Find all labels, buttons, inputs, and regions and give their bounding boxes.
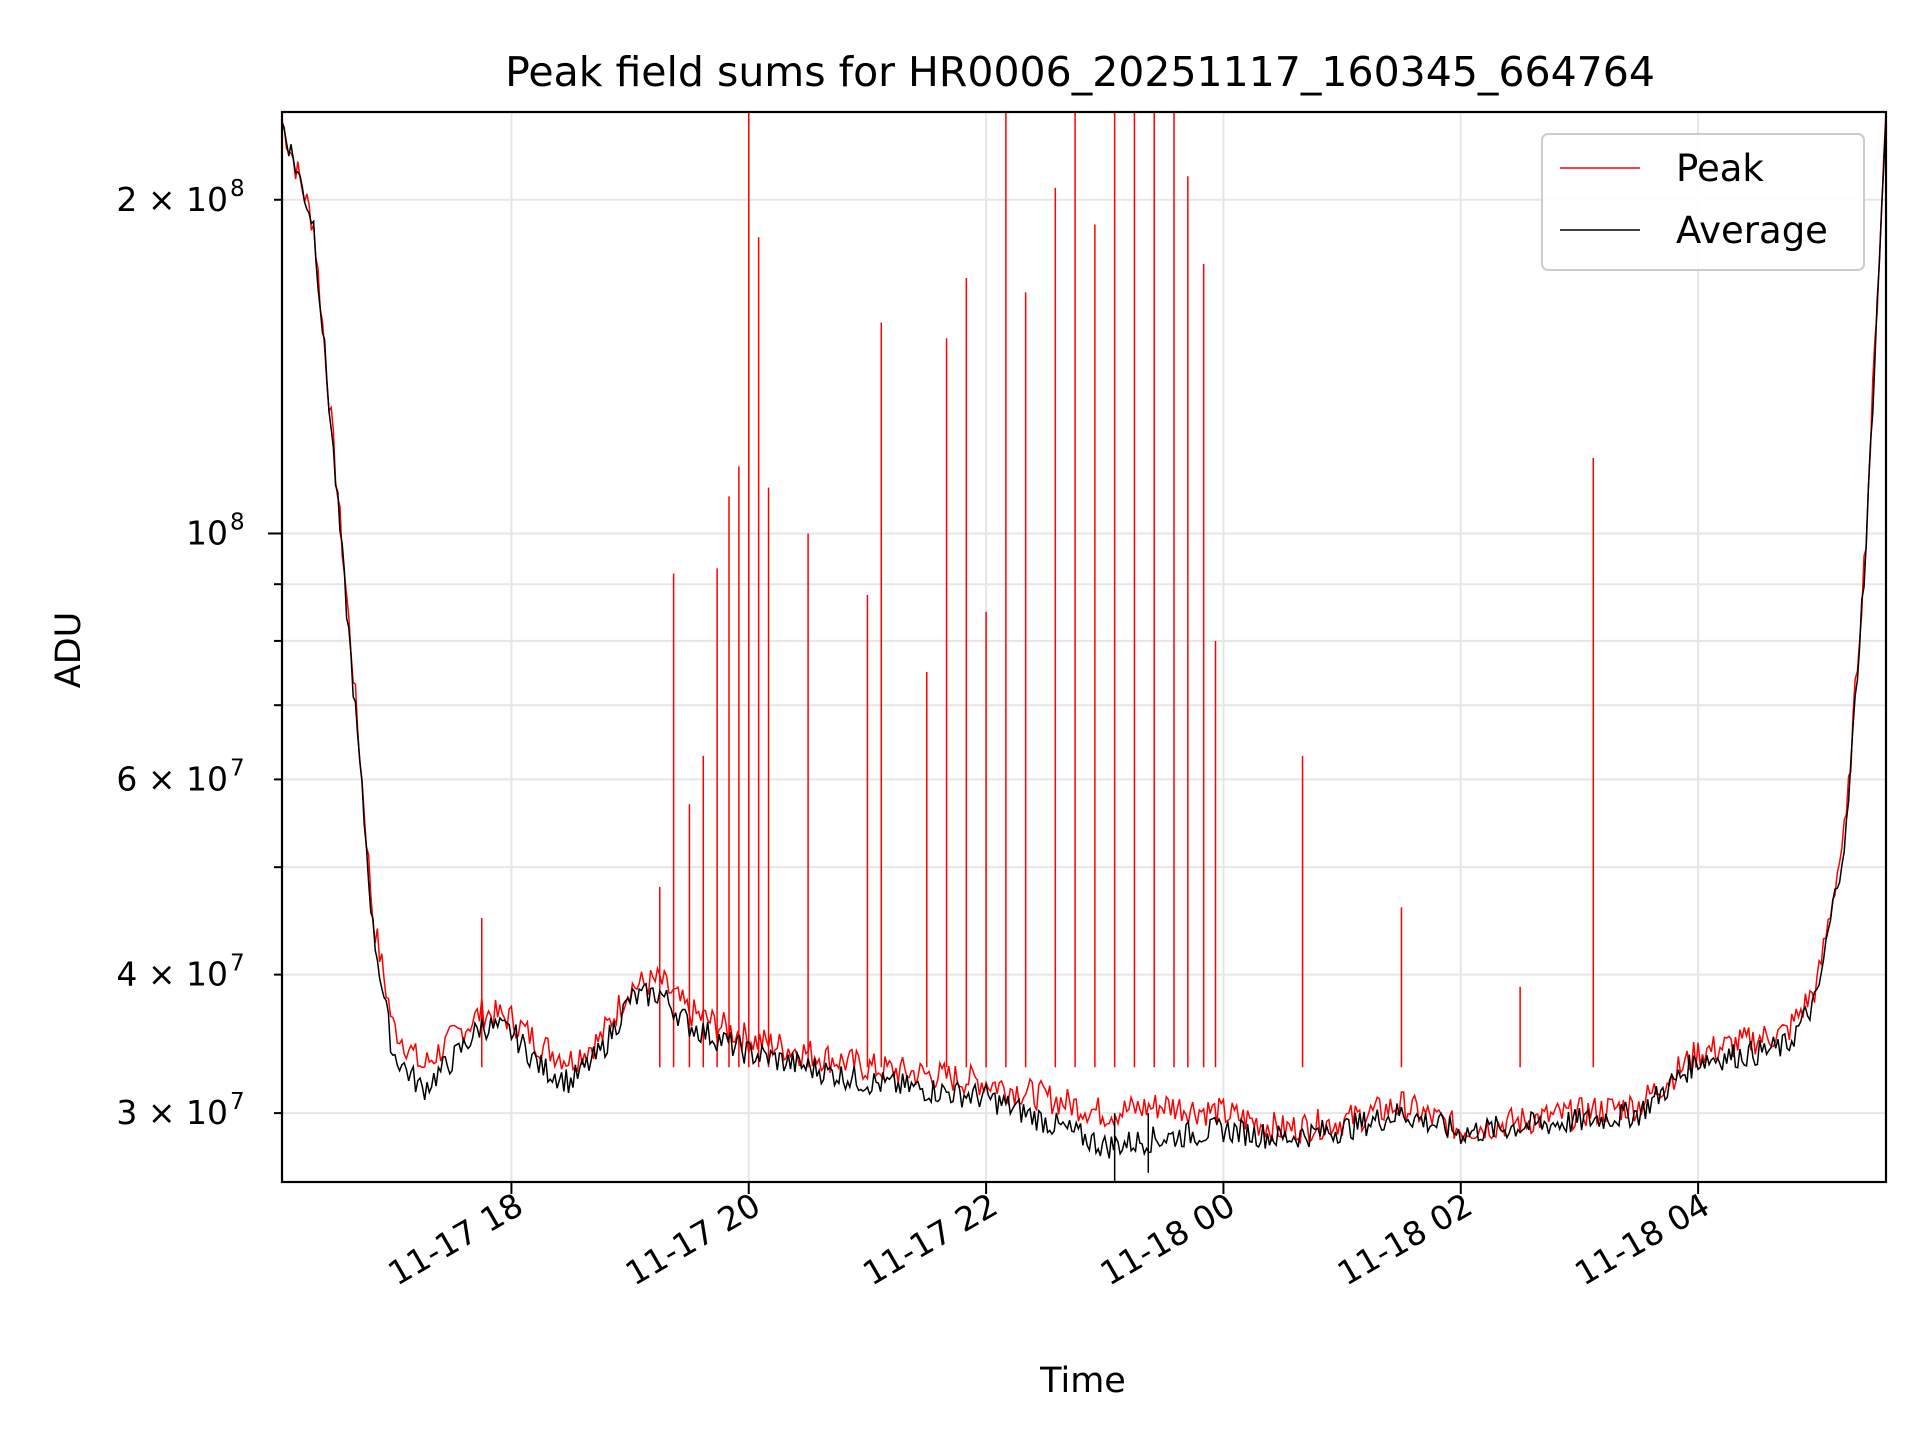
y-tick-exponent: 8 <box>230 509 245 535</box>
y-tick-label: 3 × 10 <box>116 1093 228 1132</box>
chart-title: Peak field sums for HR0006_20251117_1603… <box>505 48 1655 96</box>
y-tick-exponent: 7 <box>230 951 245 977</box>
y-tick-base: 10 <box>186 513 228 552</box>
y-tick-base: 4 × 10 <box>116 955 228 994</box>
y-tick-label: 10 <box>186 513 228 552</box>
series-line-average <box>282 115 1886 1159</box>
legend-label-average: Average <box>1676 209 1828 252</box>
x-axis-label: Time <box>1039 1361 1126 1401</box>
y-tick-exponent: 7 <box>230 1089 245 1115</box>
y-tick-base: 6 × 10 <box>116 759 228 798</box>
y-tick-exponent: 7 <box>230 755 245 781</box>
y-axis-label: ADU <box>49 612 89 689</box>
y-tick-label: 2 × 10 <box>116 180 228 219</box>
plot-area-frame <box>280 110 1888 1184</box>
legend: Peak Average <box>1541 133 1865 271</box>
y-tick-base: 2 × 10 <box>116 180 228 219</box>
y-tick-label: 6 × 10 <box>116 759 228 798</box>
y-tick-base: 3 × 10 <box>116 1093 228 1132</box>
series-lines <box>282 112 1886 1182</box>
y-axis-ticks: 10 83 × 10 74 × 10 76 × 10 72 × 10 8 <box>116 176 282 1132</box>
legend-label-peak: Peak <box>1676 147 1764 190</box>
series-line-peak <box>282 112 1886 1145</box>
y-tick-label: 4 × 10 <box>116 955 228 994</box>
y-tick-exponent: 8 <box>230 176 245 202</box>
